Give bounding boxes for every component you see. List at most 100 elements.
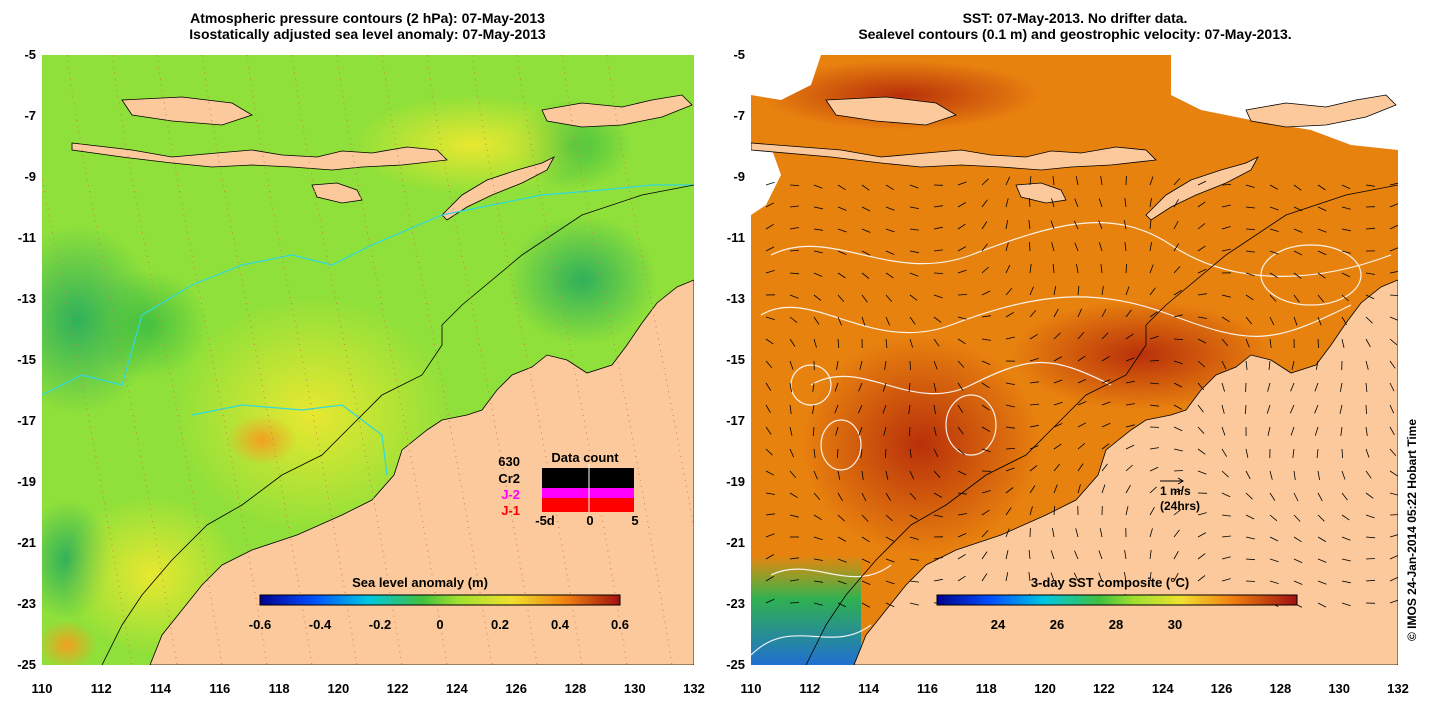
velocity-arrow — [1317, 558, 1327, 563]
velocity-arrow — [1389, 470, 1398, 477]
velocity-arrow — [1029, 333, 1038, 340]
sealevel-contour-2 — [760, 296, 1352, 337]
velocity-arrow — [981, 338, 991, 341]
velocity-arrow — [1029, 403, 1040, 406]
sla-colorbar-tick: 0.4 — [550, 617, 570, 632]
velocity-arrow — [1269, 514, 1278, 522]
velocity-arrow — [981, 178, 989, 186]
velocity-arrow — [909, 558, 919, 561]
sealevel-contour-eddy-2 — [945, 394, 997, 456]
velocity-arrow — [1149, 220, 1152, 230]
australia-land — [149, 279, 694, 665]
velocity-arrow — [1124, 242, 1127, 252]
velocity-arrow — [981, 404, 990, 411]
velocity-arrow — [858, 426, 863, 436]
velocity-arrow — [861, 206, 871, 212]
sst-colorbar-tick: 28 — [1108, 617, 1124, 632]
velocity-arrow — [1149, 528, 1153, 538]
velocity-arrow — [813, 536, 823, 541]
velocity-arrow — [1289, 404, 1295, 414]
velocity-arrow — [1125, 506, 1129, 516]
velocity-arrow — [1269, 536, 1279, 542]
data-count-bars — [542, 464, 634, 512]
velocity-arrow — [1365, 448, 1370, 458]
velocity-arrow — [933, 404, 936, 414]
right-y-tick: -9 — [733, 169, 745, 184]
velocity-arrow — [1149, 176, 1154, 186]
velocity-arrow — [1173, 551, 1179, 560]
velocity-arrow — [836, 448, 839, 459]
timor-island-sst — [1145, 156, 1259, 221]
velocity-arrow — [1341, 228, 1351, 232]
velocity-arrow — [1341, 580, 1351, 584]
dc-tick-5: 5 — [631, 513, 639, 528]
velocity-arrow — [860, 448, 863, 458]
velocity-arrow — [885, 492, 891, 501]
velocity-arrow — [789, 514, 799, 518]
sla-peak-anomaly-corner — [42, 620, 97, 665]
velocity-arrow — [1317, 272, 1326, 279]
sumba-island — [311, 182, 363, 204]
sla-colorbar-tick: -0.4 — [308, 617, 332, 632]
velocity-arrow — [1053, 401, 1063, 406]
velocity-arrow — [1341, 250, 1351, 254]
sla-colorbar-tick: -0.2 — [368, 617, 392, 632]
velocity-arrow — [1101, 308, 1107, 318]
velocity-arrow — [837, 184, 846, 191]
velocity-arrow — [1173, 220, 1179, 230]
velocity-arrow — [1341, 558, 1351, 562]
velocity-arrow — [933, 249, 943, 252]
velocity-arrow — [1029, 286, 1034, 296]
sst-colorbar-tick: 26 — [1049, 617, 1065, 632]
velocity-arrow — [981, 573, 988, 582]
velocity-arrow — [1221, 294, 1231, 298]
velocity-arrow — [1050, 572, 1055, 582]
velocity-arrow — [957, 575, 966, 582]
left-x-tick: 124 — [446, 681, 468, 696]
velocity-arrow — [1076, 264, 1079, 274]
velocity-arrow — [765, 338, 774, 345]
velocity-arrow — [857, 404, 863, 414]
dc-bar-red — [542, 498, 634, 512]
velocity-arrow — [789, 602, 800, 604]
velocity-arrow — [813, 448, 816, 458]
sla-colorbar-tick: 0 — [436, 617, 444, 632]
velocity-arrow — [1149, 360, 1160, 362]
velocity-arrow — [1125, 263, 1127, 274]
velocity-arrow — [909, 536, 919, 540]
velocity-arrow — [909, 338, 914, 348]
velocity-arrow — [909, 250, 919, 254]
sla-colorbar-tick: -0.6 — [248, 617, 272, 632]
velocity-arrow — [1197, 532, 1207, 538]
velocity-arrow — [1173, 509, 1182, 516]
velocity-arrow — [1341, 316, 1347, 326]
velocity-arrow — [1269, 470, 1273, 480]
timor-island — [441, 156, 555, 221]
velocity-arrow — [1314, 426, 1319, 436]
velocity-arrow — [1317, 338, 1319, 349]
velocity-arrow — [1053, 505, 1055, 516]
indonesian-islands — [71, 142, 448, 171]
velocity-arrow — [789, 448, 795, 458]
velocity-arrow — [861, 602, 870, 608]
velocity-arrow — [1317, 316, 1322, 326]
velocity-arrow — [1365, 558, 1376, 560]
velocity-arrow — [885, 448, 887, 459]
velocity-arrow — [1125, 485, 1131, 494]
right-y-tick: -23 — [726, 596, 745, 611]
dc-tick-0: 0 — [586, 513, 594, 528]
velocity-arrow — [765, 513, 775, 516]
velocity-arrow — [1269, 228, 1279, 232]
velocity-arrow — [1245, 316, 1253, 325]
velocity-arrow — [1317, 580, 1327, 585]
sealevel-contour-5 — [751, 624, 872, 656]
velocity-arrow — [1005, 467, 1015, 472]
right-y-tick: -17 — [726, 413, 745, 428]
velocity-arrow — [1245, 360, 1248, 370]
velocity-scale-arrowhead — [1177, 477, 1184, 485]
velocity-scale-legend: 1 m/s (24hrs) — [1160, 484, 1200, 514]
velocity-arrow — [981, 382, 990, 389]
left-x-tick: 114 — [150, 681, 172, 696]
velocity-arrow — [837, 514, 845, 522]
velocity-arrow — [1053, 356, 1063, 362]
